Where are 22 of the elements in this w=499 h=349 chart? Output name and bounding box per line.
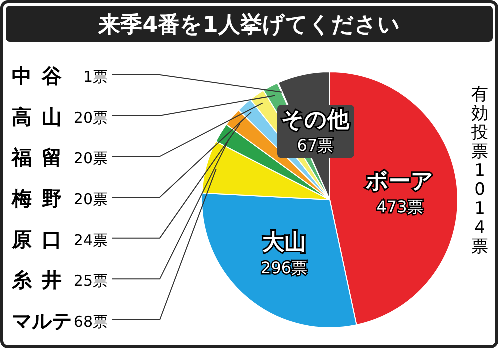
text: 有効投票1014票 [472, 85, 488, 257]
data-label: 296票 [261, 258, 308, 278]
data-label: 1票 [83, 68, 108, 86]
slice-label: 糸井 [11, 268, 72, 292]
data-label: 20票 [74, 150, 108, 168]
slice-label: 大山 [262, 230, 306, 256]
slice-label: 福留 [11, 146, 72, 170]
data-label: 67票 [297, 136, 334, 156]
slice-label: 原口 [11, 227, 72, 252]
chart-title: 来季4番を1人挙げてください [98, 12, 400, 38]
slice-label: 梅野 [11, 186, 72, 210]
data-label: 68票 [74, 313, 108, 331]
data-label: 24票 [74, 231, 108, 250]
slice-label: ボーア [365, 170, 434, 195]
data-label: 20票 [74, 190, 108, 208]
slice-label: 高山 [12, 104, 72, 129]
data-label: 20票 [74, 108, 108, 127]
slice-label: 中谷 [12, 64, 72, 88]
data-label: 473票 [376, 198, 424, 217]
slice-label: マルテ [12, 309, 72, 333]
slice-label: その他 [281, 108, 350, 134]
data-label: 25票 [74, 272, 108, 290]
